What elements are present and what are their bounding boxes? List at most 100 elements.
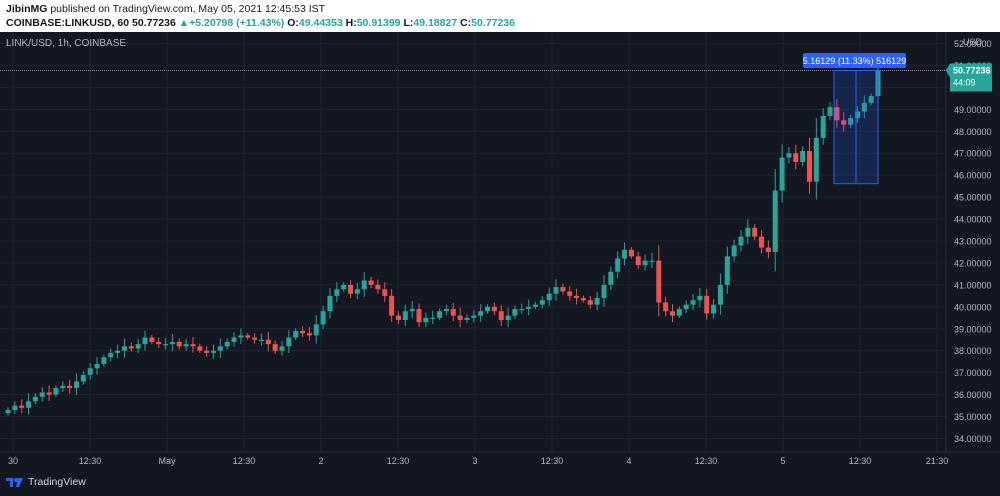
bullish-candle[interactable] — [53, 388, 59, 395]
bullish-candle[interactable] — [443, 309, 449, 312]
bullish-candle[interactable] — [711, 304, 717, 314]
bearish-candle[interactable] — [128, 346, 134, 349]
bearish-candle[interactable] — [498, 311, 504, 320]
bullish-candle[interactable] — [690, 300, 696, 305]
bullish-candle[interactable] — [12, 405, 18, 410]
bullish-candle[interactable] — [779, 157, 785, 191]
bullish-candle[interactable] — [121, 346, 127, 351]
bullish-candle[interactable] — [430, 317, 436, 320]
bullish-candle[interactable] — [539, 300, 545, 305]
bullish-candle[interactable] — [163, 344, 169, 346]
bullish-candle[interactable] — [519, 309, 525, 311]
bullish-candle[interactable] — [402, 311, 408, 320]
bullish-candle[interactable] — [320, 311, 326, 325]
bullish-candle[interactable] — [87, 368, 93, 375]
bearish-candle[interactable] — [560, 287, 566, 292]
bullish-candle[interactable] — [334, 289, 340, 296]
bullish-candle[interactable] — [649, 260, 655, 262]
bullish-candle[interactable] — [101, 357, 107, 364]
bullish-candle[interactable] — [724, 256, 730, 285]
bullish-candle[interactable] — [423, 317, 429, 323]
bullish-candle[interactable] — [848, 118, 854, 125]
bullish-candle[interactable] — [738, 236, 744, 246]
bearish-candle[interactable] — [395, 315, 401, 320]
bullish-candle[interactable] — [861, 102, 867, 112]
bullish-candle[interactable] — [676, 309, 682, 316]
bullish-candle[interactable] — [238, 335, 244, 338]
bullish-candle[interactable] — [80, 374, 86, 382]
bearish-candle[interactable] — [450, 309, 456, 316]
bearish-candle[interactable] — [580, 298, 586, 301]
bullish-candle[interactable] — [142, 337, 148, 345]
bullish-candle[interactable] — [286, 337, 292, 347]
bullish-candle[interactable] — [5, 409, 11, 414]
bearish-candle[interactable] — [368, 280, 374, 285]
bullish-candle[interactable] — [437, 311, 443, 318]
bullish-candle[interactable] — [279, 346, 285, 351]
bullish-candle[interactable] — [94, 363, 100, 369]
bullish-candle[interactable] — [108, 352, 114, 358]
bearish-candle[interactable] — [457, 315, 463, 320]
bearish-candle[interactable] — [416, 309, 422, 323]
bearish-candle[interactable] — [635, 256, 641, 266]
bullish-candle[interactable] — [485, 306, 491, 312]
bullish-candle[interactable] — [854, 111, 860, 119]
bullish-candle[interactable] — [745, 227, 751, 237]
bullish-candle[interactable] — [409, 309, 415, 312]
bullish-candle[interactable] — [642, 260, 648, 266]
bearish-candle[interactable] — [704, 295, 710, 314]
bullish-candle[interactable] — [60, 385, 66, 389]
bearish-candle[interactable] — [574, 295, 580, 299]
bullish-candle[interactable] — [169, 341, 175, 345]
bearish-candle[interactable] — [375, 284, 381, 290]
bullish-candle[interactable] — [183, 344, 189, 347]
bearish-candle[interactable] — [245, 335, 251, 338]
bullish-candle[interactable] — [471, 315, 477, 318]
bearish-candle[interactable] — [19, 405, 25, 408]
bearish-candle[interactable] — [382, 289, 388, 296]
bearish-candle[interactable] — [628, 249, 634, 257]
bullish-candle[interactable] — [526, 306, 532, 310]
bullish-candle[interactable] — [601, 284, 607, 299]
bullish-candle[interactable] — [293, 330, 299, 338]
bearish-candle[interactable] — [149, 337, 155, 342]
bullish-candle[interactable] — [868, 96, 874, 103]
bullish-candle[interactable] — [224, 341, 230, 347]
bearish-candle[interactable] — [656, 260, 662, 303]
bearish-candle[interactable] — [176, 341, 182, 347]
bearish-candle[interactable] — [587, 300, 593, 305]
bullish-candle[interactable] — [361, 280, 367, 290]
bullish-candle[interactable] — [115, 350, 121, 353]
bullish-candle[interactable] — [505, 315, 511, 320]
bullish-candle[interactable] — [258, 339, 264, 341]
chart-legend-title[interactable]: LINK/USD, 1h, COINBASE — [6, 38, 127, 49]
bearish-candle[interactable] — [663, 302, 669, 312]
bullish-candle[interactable] — [683, 304, 689, 310]
measure-tool[interactable]: 5.16129 (11.33%) 516129 — [803, 53, 906, 185]
bullish-candle[interactable] — [32, 396, 38, 402]
bullish-candle[interactable] — [313, 324, 319, 336]
time-axis[interactable]: 30 12:30 May 12:30 2 12:30 3 12:30 4 12:30 5 12:30 2… — [8, 456, 948, 466]
bearish-candle[interactable] — [793, 153, 799, 162]
publisher-name[interactable]: JibinMG — [6, 3, 48, 15]
bearish-candle[interactable] — [67, 385, 73, 389]
bullish-candle[interactable] — [231, 337, 237, 342]
bearish-candle[interactable] — [252, 337, 258, 340]
bullish-candle[interactable] — [717, 284, 723, 305]
bullish-candle[interactable] — [608, 271, 614, 285]
bullish-candle[interactable] — [615, 258, 621, 272]
bearish-candle[interactable] — [156, 341, 162, 345]
bullish-candle[interactable] — [820, 115, 826, 138]
price-axis[interactable]: 34.00000 35.00000 36.00000 37.00000 38.00000… — [954, 39, 992, 444]
bullish-candle[interactable] — [697, 295, 703, 301]
bullish-candle[interactable] — [39, 392, 45, 397]
bullish-candle[interactable] — [74, 381, 80, 389]
bullish-candle[interactable] — [800, 151, 806, 162]
bearish-candle[interactable] — [567, 291, 573, 296]
bearish-candle[interactable] — [197, 346, 203, 351]
bullish-candle[interactable] — [341, 284, 347, 290]
bearish-candle[interactable] — [46, 392, 52, 395]
bullish-candle[interactable] — [546, 293, 552, 301]
bullish-candle[interactable] — [512, 309, 518, 316]
